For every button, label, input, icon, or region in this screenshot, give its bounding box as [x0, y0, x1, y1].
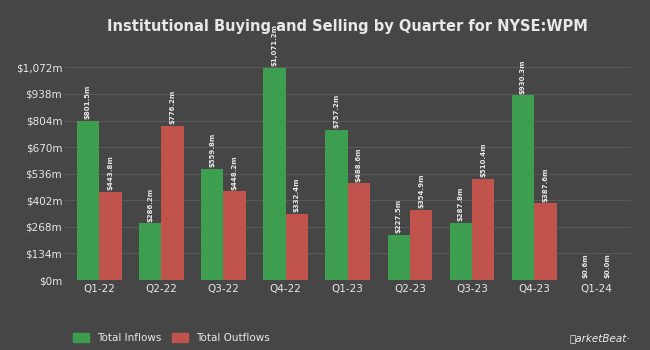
Text: $930.3m: $930.3m [520, 60, 526, 94]
Bar [161, 126, 184, 280]
Bar [534, 203, 556, 280]
Text: $448.2m: $448.2m [231, 155, 238, 189]
Text: $1,071.2m: $1,071.2m [272, 24, 278, 66]
Text: $0.0m: $0.0m [604, 254, 610, 278]
Text: $776.2m: $776.2m [170, 90, 176, 125]
Title: Institutional Buying and Selling by Quarter for NYSE:WPM: Institutional Buying and Selling by Quar… [107, 19, 588, 34]
Text: $354.9m: $354.9m [418, 174, 424, 208]
Bar [387, 235, 410, 280]
Text: $510.4m: $510.4m [480, 143, 486, 177]
Bar [263, 68, 285, 280]
Text: $443.8m: $443.8m [107, 156, 113, 190]
Bar [285, 214, 308, 280]
Bar [512, 96, 534, 280]
Bar [224, 191, 246, 280]
Bar [77, 121, 99, 280]
Bar [139, 223, 161, 280]
Text: $286.2m: $286.2m [147, 188, 153, 222]
Text: $332.4m: $332.4m [294, 178, 300, 212]
Text: $757.2m: $757.2m [333, 94, 339, 128]
Bar [410, 210, 432, 280]
Text: $227.5m: $227.5m [396, 199, 402, 233]
Text: $488.6m: $488.6m [356, 147, 362, 182]
Bar [450, 223, 472, 280]
Text: ⽄arketBeat·: ⽄arketBeat· [570, 333, 630, 343]
Text: $559.8m: $559.8m [209, 133, 215, 167]
Text: $287.8m: $287.8m [458, 187, 464, 221]
Text: $0.6m: $0.6m [582, 254, 588, 278]
Bar [99, 192, 122, 280]
Legend: Total Inflows, Total Outflows: Total Inflows, Total Outflows [70, 330, 273, 346]
Bar [201, 169, 224, 280]
Text: $387.6m: $387.6m [542, 167, 549, 202]
Bar [326, 130, 348, 280]
Text: $801.5m: $801.5m [85, 85, 91, 119]
Bar [348, 183, 370, 280]
Bar [472, 179, 495, 280]
